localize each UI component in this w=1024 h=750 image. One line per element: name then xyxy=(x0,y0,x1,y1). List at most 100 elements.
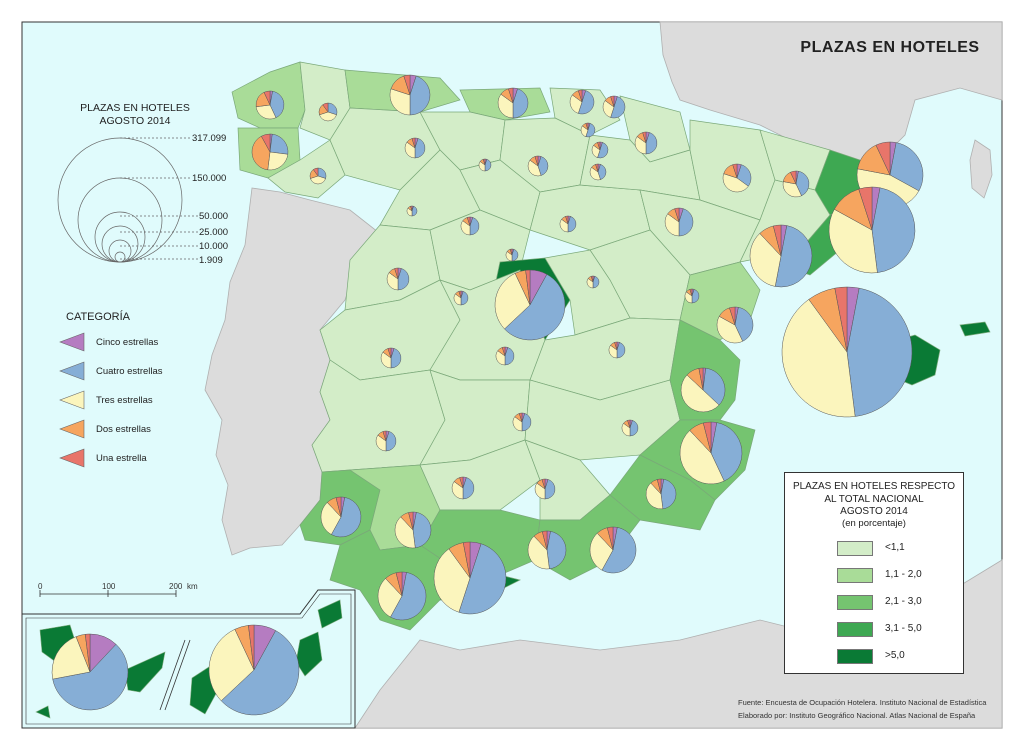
province-pie xyxy=(51,633,129,711)
pie-slice xyxy=(691,289,700,304)
canary-inset-inner xyxy=(25,593,352,725)
pie-slice xyxy=(395,571,403,597)
pie-slice xyxy=(389,88,411,116)
province-pie xyxy=(569,89,595,115)
pie-slice xyxy=(597,164,607,180)
pie-slice xyxy=(497,93,514,119)
province-pie xyxy=(320,496,362,538)
pie-slice xyxy=(459,476,464,489)
pie-slice xyxy=(774,225,813,288)
pie-slice xyxy=(871,187,916,273)
province-pie xyxy=(559,215,577,233)
province-pie xyxy=(309,167,327,185)
share-label-2: 1,1 - 2,0 xyxy=(885,569,922,580)
tres-estrellas-icon xyxy=(59,390,85,410)
province-pie xyxy=(389,74,431,116)
pie-slice xyxy=(534,482,546,500)
pie-slice xyxy=(504,273,566,341)
pie-slice xyxy=(645,132,658,155)
pie-slice xyxy=(875,141,891,176)
scale-unit: km xyxy=(187,582,198,591)
pie-slice xyxy=(702,421,712,454)
pie-slice xyxy=(597,141,601,151)
province-pie xyxy=(478,158,492,172)
pie-slice xyxy=(466,216,471,227)
province-pie xyxy=(534,478,556,500)
pie-slice xyxy=(680,374,720,413)
share-legend: PLAZAS EN HOTELES RESPECTO AL TOTAL NACI… xyxy=(784,472,964,674)
corsica-land xyxy=(969,139,993,199)
province-pie xyxy=(453,290,469,306)
pie-slice xyxy=(433,548,471,613)
pie-slice xyxy=(772,224,782,257)
province-pie xyxy=(386,267,410,291)
pie-slice xyxy=(312,167,319,177)
canary-islands xyxy=(35,599,343,719)
pie-slice xyxy=(208,628,255,702)
pie-slice xyxy=(504,347,515,366)
pie-slice xyxy=(534,155,539,167)
pie-slice xyxy=(527,159,542,177)
pie-charts-layer xyxy=(51,74,924,716)
share-swatch-2 xyxy=(837,568,873,583)
province-pie xyxy=(586,275,600,289)
dos-estrellas-icon xyxy=(59,419,85,439)
size-value-6: 1.909 xyxy=(199,255,223,266)
share-title-line1: PLAZAS EN HOTELES RESPECTO xyxy=(792,481,956,492)
pie-slice xyxy=(397,268,410,291)
pie-slice xyxy=(462,477,475,500)
province-pie xyxy=(495,346,515,366)
pie-slice xyxy=(527,535,550,570)
pie-slice xyxy=(698,367,704,391)
category-legend-icons xyxy=(59,332,85,468)
province-pie xyxy=(394,511,432,549)
size-value-5: 10.000 xyxy=(199,241,228,252)
pie-slice xyxy=(512,88,529,119)
pie-slice xyxy=(394,267,399,280)
pie-slice xyxy=(380,351,392,369)
province-pie xyxy=(255,90,285,120)
province-pie xyxy=(645,478,677,510)
province-pie xyxy=(512,412,532,432)
africa-land xyxy=(354,559,1003,729)
pie-slice xyxy=(511,248,519,262)
pie-slice xyxy=(585,123,596,138)
province-pie xyxy=(527,530,567,570)
province-pie xyxy=(664,207,694,237)
pie-slice xyxy=(319,111,337,122)
pie-slice xyxy=(220,630,300,716)
province-pie xyxy=(782,170,810,198)
pie-slice xyxy=(508,87,514,104)
province-pie xyxy=(451,476,475,500)
province-pie xyxy=(749,224,813,288)
cinco-estrellas-icon xyxy=(59,332,85,352)
category-label-una: Una estrella xyxy=(96,453,147,464)
pie-slice xyxy=(269,90,285,119)
province-pie xyxy=(680,367,726,413)
province-pie xyxy=(828,186,916,274)
map-title: PLAZAS EN HOTELES xyxy=(800,39,980,56)
scale-label-0: 0 xyxy=(38,582,43,591)
size-legend xyxy=(57,137,198,263)
pie-slice xyxy=(601,527,637,574)
pie-slice xyxy=(525,269,531,306)
pie-slice xyxy=(614,341,618,351)
pie-slice xyxy=(716,315,743,344)
pie-slice xyxy=(320,502,342,535)
pie-slice xyxy=(248,624,255,671)
size-value-2: 150.000 xyxy=(192,173,226,184)
pie-slice xyxy=(410,205,413,212)
pie-slice xyxy=(310,175,326,185)
pie-slice xyxy=(386,272,399,291)
pie-slice xyxy=(469,217,480,236)
pie-slice xyxy=(846,287,913,417)
source-line: Fuente: Encuesta de Ocupación Hotelera. … xyxy=(738,698,987,707)
pie-slice xyxy=(678,208,694,237)
size-legend-title: PLAZAS EN HOTELES AGOSTO 2014 xyxy=(60,102,210,128)
pie-slice xyxy=(567,216,577,233)
pie-slice xyxy=(627,419,631,429)
size-value-1: 317.099 xyxy=(192,133,226,144)
pie-slice xyxy=(710,422,743,482)
pie-slice xyxy=(541,530,548,551)
province-pie xyxy=(318,102,338,122)
